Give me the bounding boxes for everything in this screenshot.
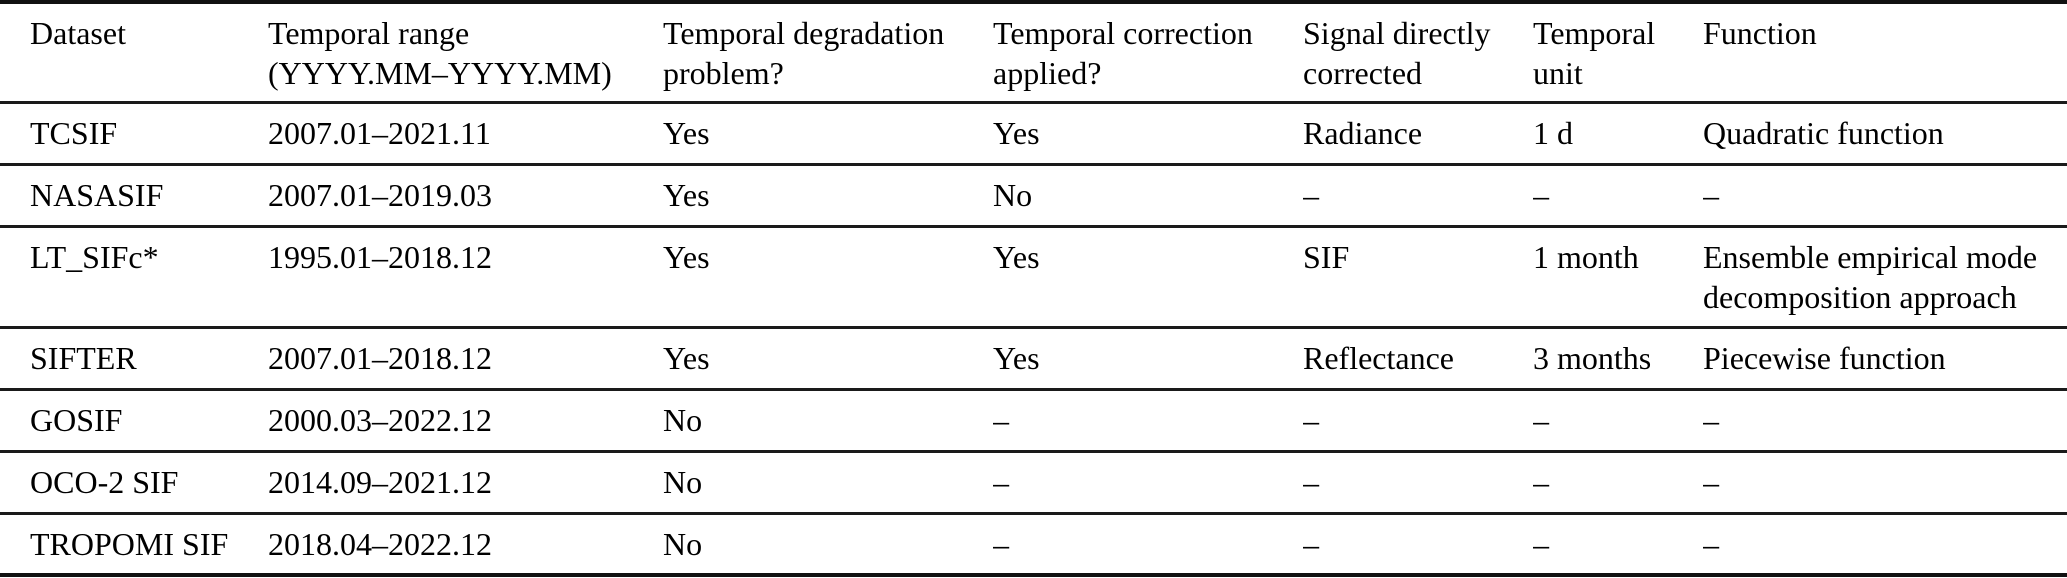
table-row-sifter: SIFTER 2007.01–2018.12 Yes Yes Reflectan… [0,327,2067,391]
cell-dataset: LT_SIFc* [0,226,268,329]
cell-dataset: TROPOMI SIF [0,513,268,577]
cell-degradation-problem: Yes [663,327,993,391]
cell-signal-corrected: Radiance [1303,102,1533,166]
cell-correction-applied: Yes [993,327,1303,391]
cell-signal-corrected: Reflectance [1303,327,1533,391]
cell-signal-corrected: – [1303,164,1533,228]
cell-function: – [1703,389,2067,453]
cell-function: Quadratic function [1703,102,2067,166]
cell-signal-corrected: – [1303,513,1533,577]
cell-temporal-unit: 1 month [1533,226,1703,329]
cell-function: – [1703,451,2067,515]
cell-temporal-unit: 1 d [1533,102,1703,166]
cell-degradation-problem: No [663,389,993,453]
header-row: Dataset Temporal range (YYYY.MM–YYYY.MM)… [0,2,2067,104]
cell-temporal-range: 2000.03–2022.12 [268,389,663,453]
cell-degradation-problem: Yes [663,164,993,228]
col-header-degradation-problem: Temporal degradation problem? [663,2,993,104]
cell-temporal-unit: – [1533,389,1703,453]
cell-degradation-problem: Yes [663,226,993,329]
cell-temporal-range: 2014.09–2021.12 [268,451,663,515]
cell-signal-corrected: SIF [1303,226,1533,329]
cell-function: – [1703,513,2067,577]
cell-function: Ensemble empirical mode decomposition ap… [1703,226,2067,329]
cell-dataset: OCO-2 SIF [0,451,268,515]
cell-temporal-unit: – [1533,513,1703,577]
cell-signal-corrected: – [1303,389,1533,453]
col-header-signal-corrected: Signal directly corrected [1303,2,1533,104]
cell-dataset: NASASIF [0,164,268,228]
col-header-correction-applied: Temporal correction applied? [993,2,1303,104]
cell-temporal-unit: – [1533,164,1703,228]
table-row-nasasif: NASASIF 2007.01–2019.03 Yes No – – – [0,164,2067,228]
table-row-tcsif: TCSIF 2007.01–2021.11 Yes Yes Radiance 1… [0,102,2067,166]
cell-correction-applied: Yes [993,102,1303,166]
cell-correction-applied: – [993,513,1303,577]
cell-correction-applied: No [993,164,1303,228]
cell-temporal-unit: 3 months [1533,327,1703,391]
cell-temporal-range: 2007.01–2018.12 [268,327,663,391]
cell-correction-applied: Yes [993,226,1303,329]
table-row-oco2-sif: OCO-2 SIF 2014.09–2021.12 No – – – – [0,451,2067,515]
cell-dataset: SIFTER [0,327,268,391]
cell-function: – [1703,164,2067,228]
cell-temporal-range: 1995.01–2018.12 [268,226,663,329]
cell-temporal-range: 2018.04–2022.12 [268,513,663,577]
table-row-tropomi-sif: TROPOMI SIF 2018.04–2022.12 No – – – – [0,513,2067,577]
table-row-lt-sifc: LT_SIFc* 1995.01–2018.12 Yes Yes SIF 1 m… [0,226,2067,329]
cell-degradation-problem: No [663,451,993,515]
col-header-temporal-unit: Temporal unit [1533,2,1703,104]
col-header-function: Function [1703,2,2067,104]
table-row-gosif: GOSIF 2000.03–2022.12 No – – – – [0,389,2067,453]
cell-correction-applied: – [993,451,1303,515]
cell-signal-corrected: – [1303,451,1533,515]
cell-function: Piecewise function [1703,327,2067,391]
cell-degradation-problem: Yes [663,102,993,166]
cell-dataset: GOSIF [0,389,268,453]
cell-degradation-problem: No [663,513,993,577]
cell-temporal-range: 2007.01–2021.11 [268,102,663,166]
cell-temporal-unit: – [1533,451,1703,515]
cell-dataset: TCSIF [0,102,268,166]
cell-temporal-range: 2007.01–2019.03 [268,164,663,228]
col-header-dataset: Dataset [0,2,268,104]
cell-correction-applied: – [993,389,1303,453]
col-header-temporal-range: Temporal range (YYYY.MM–YYYY.MM) [268,2,663,104]
